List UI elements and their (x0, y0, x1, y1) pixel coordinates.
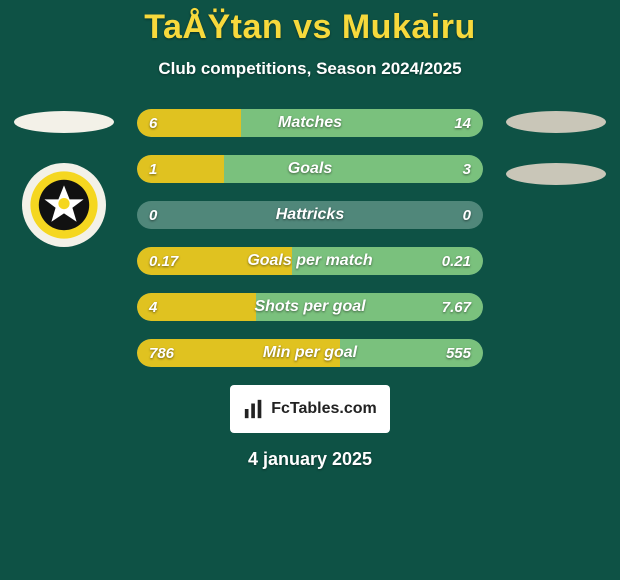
date-text: 4 january 2025 (248, 449, 372, 470)
stat-label: Matches (137, 109, 483, 137)
stat-bars: 614Matches 13Goals 00Hattricks 0.170.21Goal… (137, 109, 483, 367)
home-club-crest (22, 163, 106, 247)
stat-bar: 00Hattricks (137, 201, 483, 229)
stat-bar: 614Matches (137, 109, 483, 137)
away-logo-placeholder-1 (506, 111, 606, 133)
infographic-root: TaÅŸtan vs Mukairu Club competitions, Se… (0, 0, 620, 580)
stat-label: Shots per goal (137, 293, 483, 321)
subtitle: Club competitions, Season 2024/2025 (158, 59, 461, 79)
page-title: TaÅŸtan vs Mukairu (144, 8, 475, 47)
chart-icon (243, 398, 265, 420)
stat-bar: 786555Min per goal (137, 339, 483, 367)
stat-bar: 13Goals (137, 155, 483, 183)
away-column (501, 109, 611, 185)
source-badge-text: FcTables.com (271, 400, 377, 418)
stat-label: Goals (137, 155, 483, 183)
stat-bar: 47.67Shots per goal (137, 293, 483, 321)
stat-label: Hattricks (137, 201, 483, 229)
home-logo-placeholder-1 (14, 111, 114, 133)
stat-bar: 0.170.21Goals per match (137, 247, 483, 275)
main-row: 614Matches 13Goals 00Hattricks 0.170.21Goal… (0, 109, 620, 367)
stat-label: Goals per match (137, 247, 483, 275)
away-logo-placeholder-2 (506, 163, 606, 185)
stat-label: Min per goal (137, 339, 483, 367)
crest-icon (29, 170, 99, 240)
home-column (9, 109, 119, 247)
source-badge: FcTables.com (230, 385, 390, 433)
